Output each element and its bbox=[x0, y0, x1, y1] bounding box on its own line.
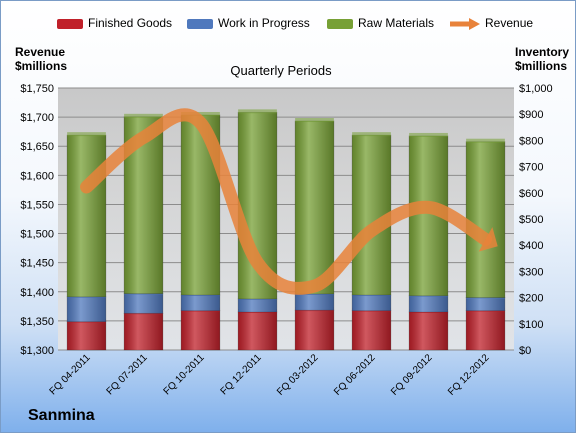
chart-subtitle: Quarterly Periods bbox=[230, 63, 332, 78]
legend-finished-goods: Finished Goods bbox=[57, 16, 172, 30]
bar-top-raw-materials bbox=[181, 111, 220, 116]
bar-shade-work-in-progress bbox=[409, 295, 448, 313]
right-tick-label: $900 bbox=[519, 109, 543, 121]
left-tick-label: $1,350 bbox=[20, 316, 54, 328]
left-tick-label: $1,650 bbox=[20, 141, 54, 153]
revenue-line bbox=[80, 108, 492, 295]
revenue-point bbox=[86, 186, 87, 187]
right-tick-label: $100 bbox=[519, 319, 543, 331]
bar-shade-finished-goods bbox=[67, 321, 106, 350]
left-tick-label: $1,750 bbox=[20, 83, 54, 95]
category-label: FQ 04-2011 bbox=[48, 352, 93, 397]
bar-top-raw-materials bbox=[409, 132, 448, 137]
revenue-point bbox=[257, 262, 258, 263]
legend-revenue: Revenue bbox=[449, 16, 533, 30]
right-tick-label: $700 bbox=[519, 162, 543, 174]
right-tick-label: $500 bbox=[519, 214, 543, 226]
bar-top-raw-materials bbox=[124, 113, 163, 118]
category-label: FQ 06-2012 bbox=[332, 352, 378, 398]
right-axis-title-line-1: Inventory bbox=[515, 45, 570, 59]
bar-top-raw-materials bbox=[67, 132, 106, 137]
right-axis-title: Inventory $millions bbox=[515, 45, 569, 73]
revenue-point bbox=[314, 285, 315, 286]
right-tick-label: $200 bbox=[519, 293, 543, 305]
revenue-point bbox=[143, 137, 144, 138]
left-axis-title-line-2: $millions bbox=[15, 59, 68, 73]
legend-arrow-revenue bbox=[450, 17, 480, 30]
bar-shade-raw-materials bbox=[466, 141, 505, 298]
category-label: FQ 10-2011 bbox=[162, 352, 207, 397]
bar-shade-work-in-progress bbox=[124, 293, 163, 314]
bar-top-raw-materials bbox=[352, 132, 391, 137]
bar-shade-work-in-progress bbox=[67, 296, 106, 322]
legend-raw-materials: Raw Materials bbox=[327, 16, 434, 30]
left-tick-label: $1,400 bbox=[20, 287, 54, 299]
legend-swatch-raw-materials bbox=[327, 18, 353, 29]
right-tick-label: $1,000 bbox=[519, 83, 553, 95]
bar-shade-raw-materials bbox=[67, 135, 106, 297]
left-axis-title: Revenue $millions bbox=[15, 45, 67, 73]
revenue-point bbox=[428, 207, 429, 208]
legend-label-revenue: Revenue bbox=[485, 16, 534, 30]
bar-shade-work-in-progress bbox=[295, 293, 334, 311]
left-tick-label: $1,500 bbox=[20, 229, 54, 241]
bar-shade-finished-goods bbox=[124, 313, 163, 350]
revenue-point bbox=[371, 230, 372, 231]
bar-shade-work-in-progress bbox=[466, 297, 505, 311]
legend-label-work-in-progress: Work in Progress bbox=[218, 16, 310, 30]
right-tick-label: $400 bbox=[519, 240, 543, 252]
bar-shade-raw-materials bbox=[295, 121, 334, 294]
right-tick-label: $600 bbox=[519, 188, 543, 200]
left-tick-label: $1,300 bbox=[20, 345, 54, 357]
legend-label-raw-materials: Raw Materials bbox=[358, 16, 435, 30]
legend-label-finished-goods: Finished Goods bbox=[88, 16, 173, 30]
category-label: FQ 12-2012 bbox=[446, 352, 492, 398]
bar-shade-finished-goods bbox=[409, 312, 448, 350]
left-tick-label: $1,700 bbox=[20, 112, 54, 124]
revenue-point bbox=[200, 122, 201, 123]
bar-shade-work-in-progress bbox=[238, 298, 277, 313]
bar-top-raw-materials bbox=[466, 138, 505, 143]
bar-shade-finished-goods bbox=[181, 310, 220, 350]
company-name: Sanmina bbox=[28, 407, 95, 424]
bar-top-raw-materials bbox=[238, 109, 277, 114]
bar-shade-work-in-progress bbox=[352, 294, 391, 311]
revenue-point bbox=[485, 239, 486, 240]
right-tick-label: $800 bbox=[519, 135, 543, 147]
bar-shade-finished-goods bbox=[352, 310, 391, 350]
bar-shade-finished-goods bbox=[466, 310, 505, 350]
category-label: FQ 12-2011 bbox=[219, 352, 264, 397]
left-tick-label: $1,450 bbox=[20, 258, 54, 270]
category-label: FQ 07-2011 bbox=[105, 352, 150, 397]
bar-shade-finished-goods bbox=[295, 310, 334, 350]
bar-shade-work-in-progress bbox=[181, 294, 220, 311]
left-tick-label: $1,550 bbox=[20, 199, 54, 211]
bar-shade-finished-goods bbox=[238, 312, 277, 350]
category-label: FQ 03-2012 bbox=[275, 352, 321, 398]
left-tick-label: $1,600 bbox=[20, 170, 54, 182]
revenue-arrowhead bbox=[478, 227, 498, 252]
legend-work-in-progress: Work in Progress bbox=[187, 16, 310, 30]
legend-swatch-work-in-progress bbox=[187, 18, 213, 29]
category-label: FQ 09-2012 bbox=[389, 352, 435, 398]
bar-top-raw-materials bbox=[295, 118, 334, 123]
right-axis-title-line-2: $millions bbox=[515, 59, 568, 73]
legend-swatch-finished-goods bbox=[57, 18, 83, 29]
left-axis-title-line-1: Revenue bbox=[15, 45, 66, 59]
right-tick-label: $0 bbox=[519, 345, 531, 357]
right-tick-label: $300 bbox=[519, 266, 543, 278]
